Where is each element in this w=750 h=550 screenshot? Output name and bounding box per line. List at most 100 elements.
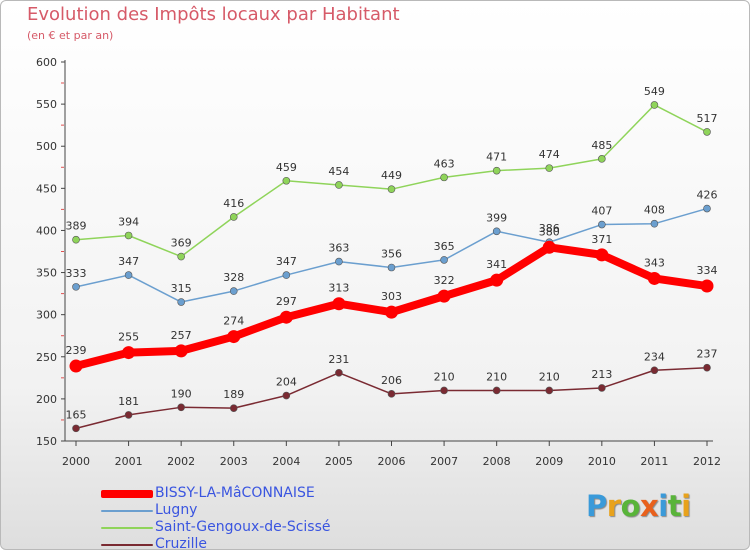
data-label-cruzille: 234	[644, 350, 665, 363]
data-point-lugny	[703, 204, 711, 213]
data-label-saint-gengoux-de-scisse: 389	[66, 220, 87, 233]
proxiti-logo: Proxiti	[586, 489, 691, 523]
y-tick-label: 250	[36, 351, 57, 364]
data-label-bissy-la-maconnaise: 341	[486, 258, 507, 271]
x-tick-label: 2010	[588, 455, 616, 468]
data-point-bissy-la-maconnaise	[700, 279, 714, 293]
data-label-lugny: 315	[171, 282, 192, 295]
data-label-cruzille: 237	[697, 348, 718, 361]
chart-axes: 150 200 250 300 350 400 450 500 550 600 2000 2001 20…	[36, 56, 721, 468]
x-tick-label: 2011	[640, 455, 668, 468]
data-label-cruzille: 181	[118, 395, 139, 408]
x-tick-label: 2009	[535, 455, 563, 468]
data-label-lugny: 328	[223, 271, 244, 284]
x-tick-label: 2006	[378, 455, 406, 468]
data-point-lugny	[177, 298, 185, 306]
y-tick-label: 450	[36, 182, 57, 195]
legend-swatch	[101, 510, 153, 512]
data-point-cruzille	[545, 386, 554, 395]
data-point-saint-gengoux-de-scisse	[440, 173, 448, 182]
data-point-saint-gengoux-de-scisse	[545, 164, 554, 172]
y-tick-label: 300	[36, 309, 57, 322]
data-point-lugny	[229, 287, 238, 295]
y-tick-label: 500	[36, 140, 57, 153]
data-point-lugny	[282, 271, 291, 279]
data-point-cruzille	[598, 384, 606, 392]
data-label-saint-gengoux-de-scisse: 474	[539, 148, 560, 161]
data-label-lugny: 363	[328, 242, 349, 255]
data-point-bissy-la-maconnaise	[490, 273, 504, 287]
data-point-lugny	[440, 256, 448, 264]
x-tick-label: 2000	[62, 455, 90, 468]
y-tick-label: 200	[36, 393, 57, 406]
data-label-saint-gengoux-de-scisse: 517	[697, 112, 718, 125]
data-label-cruzille: 210	[539, 370, 560, 383]
legend-label: Lugny	[155, 502, 198, 518]
data-label-saint-gengoux-de-scisse: 549	[644, 85, 665, 98]
data-point-lugny	[387, 263, 396, 272]
data-point-saint-gengoux-de-scisse	[335, 181, 343, 189]
y-tick-label: 150	[36, 435, 57, 448]
data-label-cruzille: 165	[66, 408, 87, 421]
data-point-bissy-la-maconnaise	[542, 240, 556, 254]
x-tick-label: 2007	[430, 455, 458, 468]
data-point-cruzille	[387, 390, 396, 398]
data-label-bissy-la-maconnaise: 297	[276, 295, 297, 308]
data-point-lugny	[492, 227, 501, 236]
data-point-saint-gengoux-de-scisse	[598, 155, 606, 163]
data-point-saint-gengoux-de-scisse	[229, 213, 238, 221]
x-tick-label: 2002	[167, 455, 195, 468]
data-label-saint-gengoux-de-scisse: 463	[434, 157, 455, 170]
data-label-cruzille: 206	[381, 374, 402, 387]
data-point-saint-gengoux-de-scisse	[387, 185, 396, 193]
data-label-bissy-la-maconnaise: 303	[381, 290, 402, 303]
data-label-bissy-la-maconnaise: 313	[328, 282, 349, 295]
data-label-cruzille: 210	[434, 370, 455, 383]
y-tick-label: 400	[36, 224, 57, 237]
data-label-lugny: 365	[434, 240, 455, 253]
data-labels: 333 347 315 328 347 363 356 365 399 386 407 408 426 3…	[66, 85, 718, 421]
data-label-lugny: 426	[697, 189, 718, 202]
data-label-lugny: 386	[539, 222, 560, 235]
data-point-saint-gengoux-de-scisse	[492, 166, 501, 175]
data-label-bissy-la-maconnaise: 371	[591, 233, 612, 246]
data-label-saint-gengoux-de-scisse: 454	[328, 165, 349, 178]
data-label-bissy-la-maconnaise: 239	[66, 344, 87, 357]
data-label-cruzille: 231	[328, 353, 349, 366]
x-tick-label: 2005	[325, 455, 353, 468]
data-label-lugny: 407	[591, 205, 612, 218]
data-label-cruzille: 210	[486, 370, 507, 383]
series-layer	[69, 101, 714, 433]
chart-subtitle: (en € et par an)	[27, 29, 114, 42]
data-label-saint-gengoux-de-scisse: 471	[486, 151, 507, 164]
data-point-cruzille	[703, 363, 711, 372]
data-point-saint-gengoux-de-scisse	[124, 231, 133, 240]
data-label-saint-gengoux-de-scisse: 394	[118, 215, 139, 228]
data-point-saint-gengoux-de-scisse	[282, 176, 291, 185]
x-tick-label: 2004	[272, 455, 300, 468]
legend-label: BISSY-LA-MâCONNAISE	[155, 485, 315, 501]
data-label-bissy-la-maconnaise: 343	[644, 256, 665, 269]
data-point-saint-gengoux-de-scisse	[650, 101, 659, 109]
page-title: Evolution des Impôts locaux par Habitant	[27, 4, 400, 25]
data-point-saint-gengoux-de-scisse	[177, 252, 185, 261]
data-label-bissy-la-maconnaise: 255	[118, 331, 139, 344]
data-point-lugny	[598, 220, 606, 229]
data-label-saint-gengoux-de-scisse: 485	[591, 139, 612, 152]
data-point-bissy-la-maconnaise	[122, 346, 136, 360]
data-point-lugny	[335, 257, 343, 266]
data-point-bissy-la-maconnaise	[332, 297, 346, 311]
data-label-lugny: 408	[644, 204, 665, 217]
data-label-cruzille: 204	[276, 376, 297, 389]
data-label-bissy-la-maconnaise: 274	[223, 315, 244, 328]
data-point-bissy-la-maconnaise	[279, 310, 293, 324]
x-tick-label: 2003	[220, 455, 248, 468]
data-label-lugny: 356	[381, 248, 402, 261]
x-tick-label: 2012	[693, 455, 721, 468]
data-point-saint-gengoux-de-scisse	[72, 235, 80, 244]
data-label-lugny: 347	[276, 255, 297, 268]
x-tick-label: 2008	[483, 455, 511, 468]
legend-swatch	[101, 490, 153, 498]
data-point-bissy-la-maconnaise	[595, 248, 609, 262]
data-point-cruzille	[282, 391, 291, 400]
